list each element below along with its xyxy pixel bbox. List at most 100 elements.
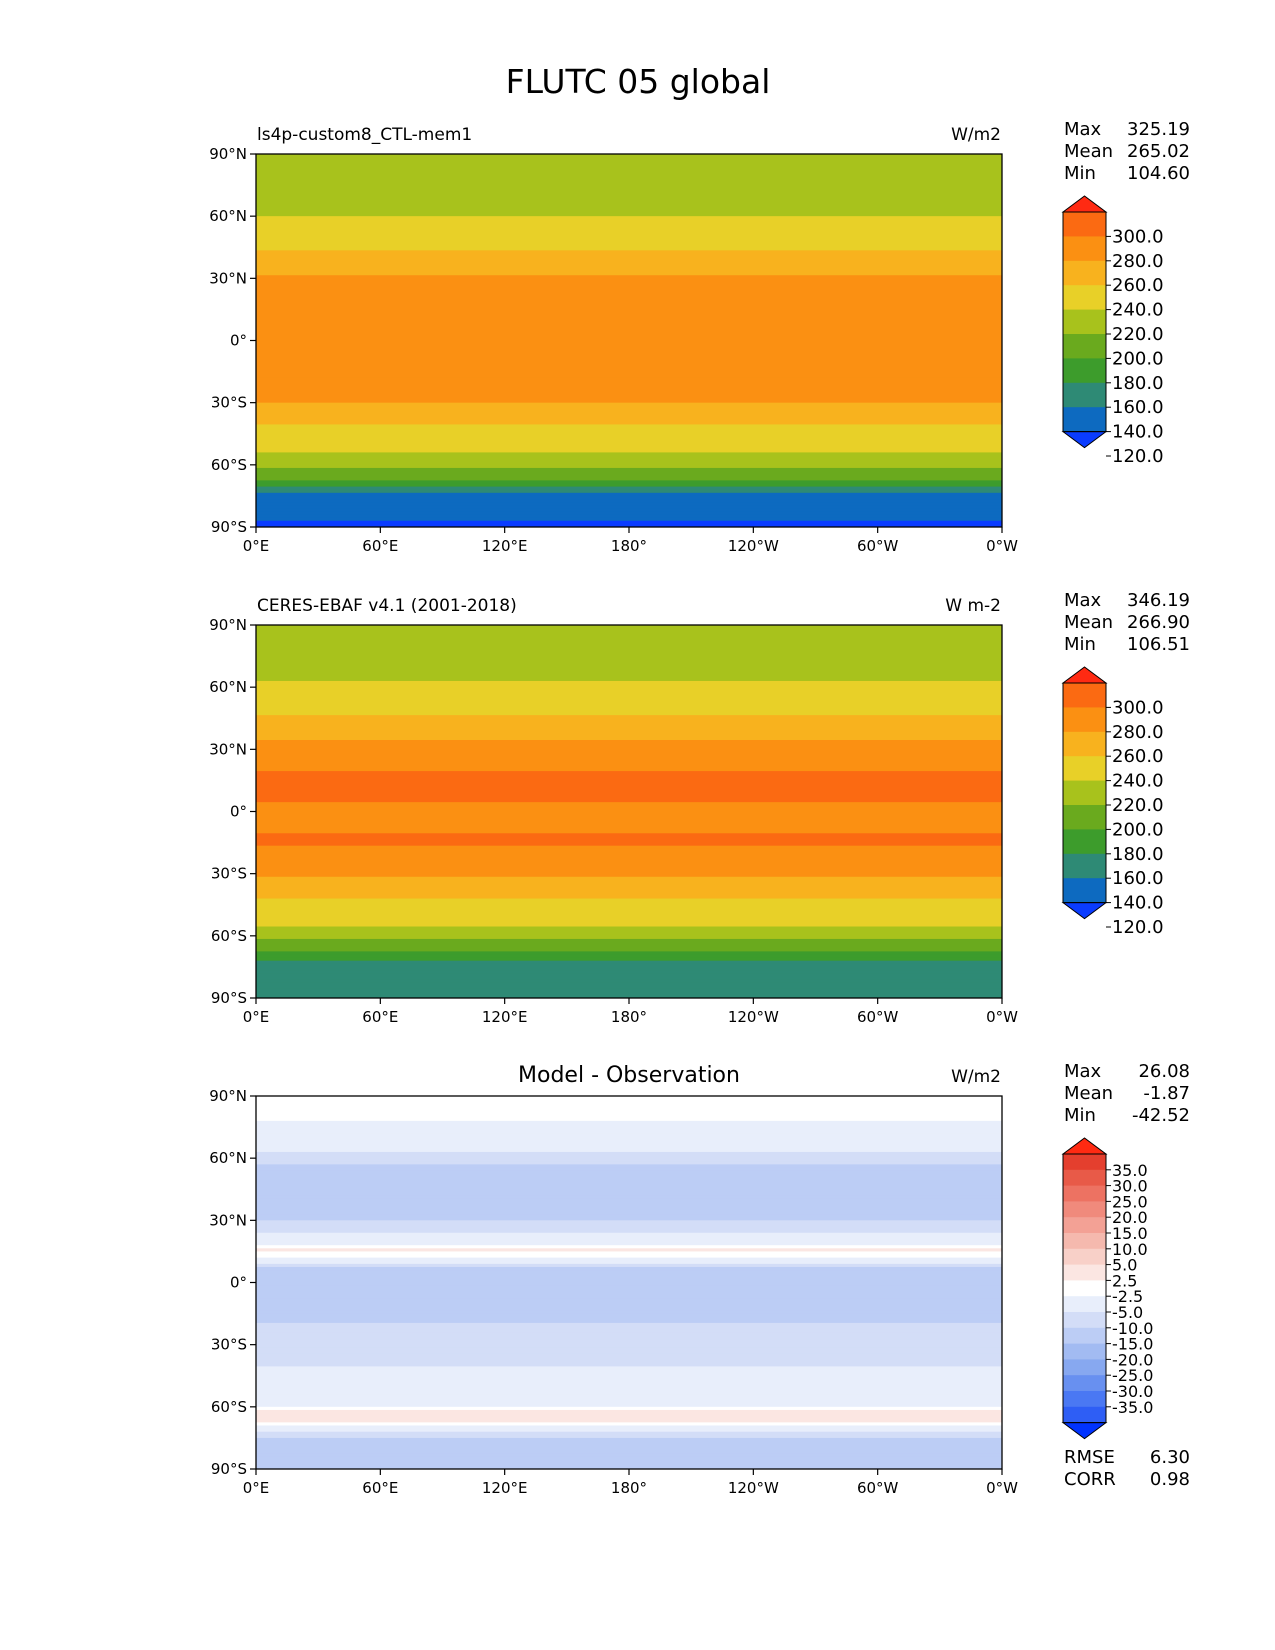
map-band [256, 436, 1002, 441]
colorbar-label: 25.0 [1112, 1192, 1148, 1211]
colorbar-label: 2.5 [1112, 1271, 1137, 1290]
map-band [256, 474, 1002, 478]
map-band [256, 1207, 1002, 1212]
map-band [256, 315, 1002, 320]
map-band [256, 1425, 1002, 1430]
colorbar-label: 20.0 [1112, 1208, 1148, 1227]
map-band [256, 693, 1002, 698]
colorbar-segment [1063, 731, 1106, 757]
lon-tick-label: 0°E [243, 1479, 270, 1497]
colorbar-label: 140.0 [1112, 422, 1164, 443]
map-band [256, 1357, 1002, 1361]
map-band [256, 517, 1002, 522]
map-band [256, 858, 1002, 862]
map-band [256, 514, 1002, 519]
map-band [256, 637, 1002, 642]
map-band [256, 805, 1002, 809]
map-band [256, 284, 1002, 289]
map-band [256, 1111, 1002, 1116]
map-band [256, 237, 1002, 242]
stat-max-value: 346.19 [1127, 590, 1190, 611]
map-band [256, 687, 1002, 691]
colorbar-segment [1063, 1359, 1106, 1376]
map-band [256, 290, 1002, 295]
stat-rmse-label: RMSE [1064, 1447, 1115, 1468]
map-band [256, 652, 1002, 657]
map-band [256, 749, 1002, 754]
stat-min-label: Min [1064, 1105, 1096, 1126]
lat-tick-label: 60°S [211, 1398, 247, 1416]
map-band [256, 935, 1002, 940]
map-band [256, 988, 1002, 993]
map-band [256, 483, 1002, 488]
map-band [256, 942, 1002, 946]
map-band [256, 241, 1002, 245]
map-band [256, 328, 1002, 332]
lat-tick-label: 30°S [211, 865, 247, 883]
map-band [256, 764, 1002, 769]
map-band [256, 879, 1002, 884]
map-band [256, 758, 1002, 763]
map-band [256, 1223, 1002, 1228]
colorbar-label: -20.0 [1112, 1350, 1153, 1369]
map-band [256, 495, 1002, 500]
lon-tick-label: 60°W [857, 537, 899, 555]
map-band [256, 1170, 1002, 1175]
map-band [256, 1183, 1002, 1187]
map-band [256, 216, 1002, 220]
map-band [256, 1232, 1002, 1237]
map-band [256, 973, 1002, 977]
map-band [256, 275, 1002, 279]
map-band [256, 1341, 1002, 1346]
map-band [256, 1158, 1002, 1162]
map-band [256, 976, 1002, 980]
map-band [256, 1214, 1002, 1218]
map-band [256, 1322, 1002, 1327]
map-band [256, 656, 1002, 660]
colorbar-frame [1062, 211, 1107, 433]
map-band [256, 1301, 1002, 1305]
colorbar-label: 30.0 [1112, 1177, 1148, 1196]
colorbar-label: 260.0 [1112, 746, 1164, 767]
map-band [256, 699, 1002, 704]
map-band [256, 259, 1002, 264]
map-band [256, 203, 1002, 208]
colorbar-segment [1063, 212, 1106, 237]
map-band [256, 861, 1002, 865]
map-band [256, 222, 1002, 227]
map-band [256, 505, 1002, 509]
map-band [256, 640, 1002, 645]
map-band [256, 932, 1002, 937]
map-band [256, 842, 1002, 847]
map-band [256, 799, 1002, 803]
map-band [256, 1437, 1002, 1442]
map-band [256, 1413, 1002, 1417]
map-band [256, 303, 1002, 307]
colorbar-segment [1063, 683, 1106, 708]
stat-min-label: Min [1064, 163, 1096, 184]
map-band [256, 1444, 1002, 1448]
map-band [256, 985, 1002, 990]
map-band [256, 1198, 1002, 1203]
map-band [256, 287, 1002, 292]
lon-tick-label: 120°W [728, 537, 779, 555]
map-band [256, 439, 1002, 444]
panel-model-label-left: ls4p-custom8_CTL-mem1 [257, 125, 472, 145]
map-band [256, 910, 1002, 915]
map-band [256, 1173, 1002, 1178]
stat-mean-value: 265.02 [1127, 141, 1190, 162]
map-band [256, 814, 1002, 819]
colorbar-segment [1063, 1391, 1106, 1408]
stat-rmse-value: 6.30 [1150, 1447, 1190, 1468]
panel-observation-map [256, 625, 1002, 998]
map-band [256, 755, 1002, 760]
map-band [256, 511, 1002, 516]
map-band [256, 337, 1002, 342]
map-band [256, 194, 1002, 199]
map-band [256, 281, 1002, 286]
map-band [256, 870, 1002, 875]
map-band [256, 449, 1002, 453]
map-band [256, 253, 1002, 258]
lon-tick-label: 120°E [482, 537, 528, 555]
colorbar-segment [1063, 1201, 1106, 1218]
